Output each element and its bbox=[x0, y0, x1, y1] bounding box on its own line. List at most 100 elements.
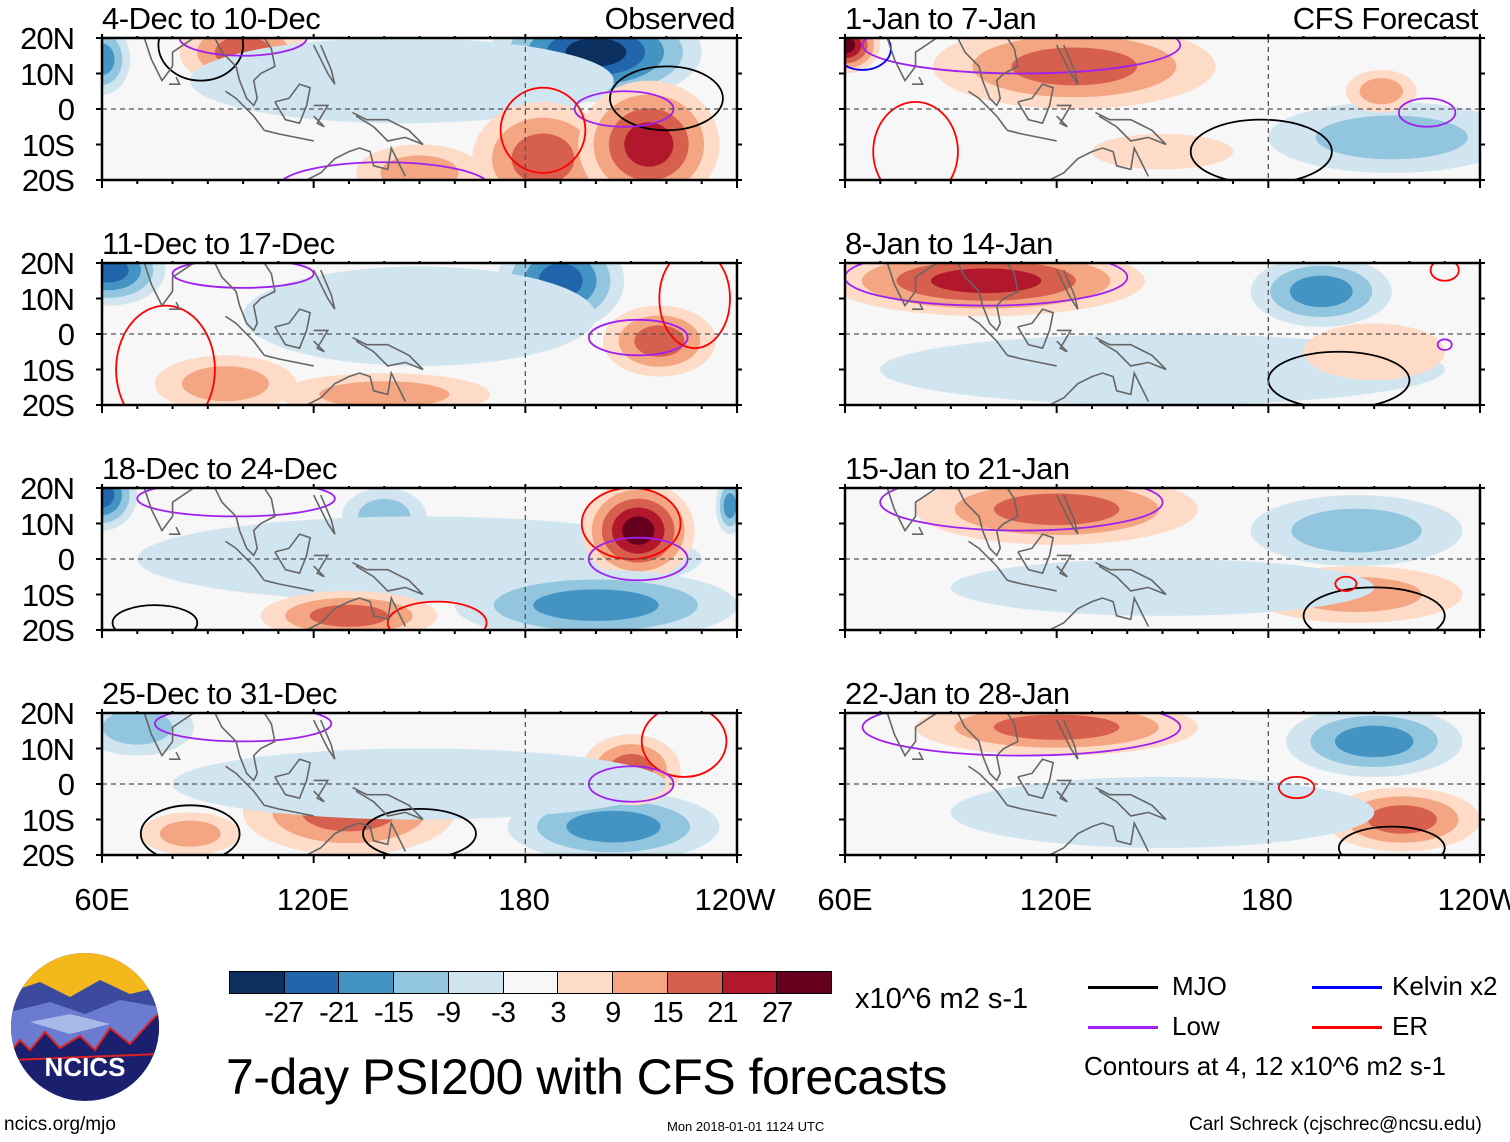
colorbar-swatch bbox=[284, 972, 340, 993]
coastline bbox=[352, 336, 424, 371]
coastline bbox=[352, 111, 424, 146]
colorbar-swatch bbox=[448, 972, 504, 993]
coastline bbox=[352, 561, 424, 596]
y-tick-label: 20N bbox=[20, 21, 75, 56]
coastline bbox=[1007, 804, 1057, 817]
legend-line-low bbox=[1088, 1026, 1158, 1029]
anomaly-region bbox=[566, 810, 661, 843]
coastline bbox=[313, 104, 330, 128]
coastline bbox=[169, 751, 181, 760]
coastline bbox=[304, 820, 407, 855]
coastline bbox=[264, 354, 314, 367]
colorbar-units: x10^6 m2 s-1 bbox=[855, 983, 1029, 1015]
colorbar-label: -15 bbox=[373, 997, 414, 1029]
coastline bbox=[312, 494, 336, 535]
anomaly-region bbox=[1303, 323, 1445, 381]
coastline bbox=[1047, 820, 1150, 855]
coastline bbox=[313, 554, 330, 578]
anomaly-region bbox=[190, 38, 614, 124]
colorbar-swatch bbox=[558, 972, 614, 993]
coastline bbox=[912, 301, 924, 310]
wave-contour bbox=[1189, 118, 1333, 180]
x-tick-label: 120E bbox=[276, 882, 350, 917]
anomaly-region bbox=[622, 516, 655, 545]
anomaly-region bbox=[102, 263, 129, 283]
y-tick-label: 20N bbox=[20, 471, 75, 506]
panel-title: 4-Dec to 10-Dec bbox=[102, 1, 321, 36]
coastline bbox=[169, 301, 181, 310]
wave-contour bbox=[872, 101, 959, 180]
coastline bbox=[225, 765, 265, 806]
y-tick-label: 10S bbox=[21, 802, 75, 838]
wave-contour bbox=[171, 263, 315, 289]
y-tick-label: 20N bbox=[20, 696, 75, 731]
coastline bbox=[1047, 370, 1150, 405]
coastline bbox=[1056, 779, 1073, 803]
anomaly-region bbox=[319, 381, 450, 405]
x-tick-label: 180 bbox=[1241, 882, 1293, 917]
colorbar-swatch bbox=[667, 972, 723, 993]
coastline bbox=[968, 540, 1008, 581]
anomaly-region bbox=[1367, 805, 1437, 834]
map-panel bbox=[839, 34, 1485, 188]
colorbar-swatch bbox=[503, 972, 559, 993]
anomaly-region bbox=[511, 133, 575, 180]
colorbar-swatch bbox=[394, 972, 449, 993]
coastline bbox=[1017, 533, 1055, 575]
coastline bbox=[1055, 494, 1079, 535]
colorbar-label: 9 bbox=[605, 997, 621, 1029]
anomaly-region bbox=[243, 266, 596, 366]
legend-line-mjo bbox=[1088, 986, 1158, 989]
colorbar-swatch bbox=[613, 972, 668, 993]
coastline bbox=[1095, 786, 1167, 821]
map-panel bbox=[839, 709, 1485, 863]
y-tick-label: 10S bbox=[21, 577, 75, 613]
y-tick-label: 10N bbox=[20, 281, 75, 317]
panel-title: 25-Dec to 31-Dec bbox=[102, 676, 337, 711]
anomaly-region bbox=[1011, 47, 1138, 86]
panel-title: 22-Jan to 28-Jan bbox=[845, 676, 1070, 711]
map-panel bbox=[839, 484, 1485, 638]
coastline bbox=[912, 76, 924, 85]
wave-contour bbox=[1302, 586, 1446, 630]
coastline bbox=[1047, 145, 1150, 180]
legend-line-er bbox=[1312, 1026, 1382, 1029]
anomaly-region bbox=[1359, 78, 1403, 105]
coastline bbox=[1047, 595, 1150, 630]
coastline bbox=[313, 329, 330, 353]
wave-contour bbox=[1278, 776, 1316, 800]
wave-contour bbox=[580, 488, 682, 560]
coastline bbox=[1007, 579, 1057, 592]
footer-author: Carl Schreck (cjschrec@ncsu.edu) bbox=[1189, 1114, 1482, 1135]
coastline bbox=[352, 786, 424, 821]
wave-contour bbox=[1397, 97, 1457, 128]
map-panel bbox=[96, 259, 742, 413]
anomaly-region bbox=[380, 155, 459, 180]
coastline bbox=[225, 90, 265, 131]
map-panel bbox=[96, 34, 742, 188]
coastline bbox=[1095, 336, 1167, 371]
x-tick-label: 60E bbox=[74, 882, 130, 917]
coastline bbox=[225, 540, 265, 581]
anomaly-region bbox=[1334, 725, 1414, 758]
y-tick-label: 10N bbox=[20, 506, 75, 542]
coastline bbox=[886, 38, 1019, 107]
anomaly-region bbox=[533, 589, 659, 621]
map-panel bbox=[96, 484, 742, 638]
anomaly-region bbox=[950, 776, 1375, 848]
colorbar-swatch bbox=[339, 972, 395, 993]
anomaly-region bbox=[624, 122, 674, 167]
coastline bbox=[304, 595, 407, 630]
coastline bbox=[968, 90, 1008, 131]
ncics-logo: NCICS bbox=[11, 953, 159, 1101]
y-tick-label: 0 bbox=[57, 767, 75, 802]
wave-contour bbox=[1337, 825, 1446, 855]
coastline bbox=[274, 758, 312, 800]
x-tick-label: 60E bbox=[817, 882, 873, 917]
footer-url[interactable]: ncics.org/mjo bbox=[4, 1114, 116, 1135]
coastline bbox=[886, 488, 1019, 557]
coastline bbox=[1017, 83, 1055, 125]
wave-contour bbox=[879, 488, 1164, 532]
coastline bbox=[1095, 561, 1167, 596]
figure-title: 7-day PSI200 with CFS forecasts bbox=[226, 1049, 947, 1105]
